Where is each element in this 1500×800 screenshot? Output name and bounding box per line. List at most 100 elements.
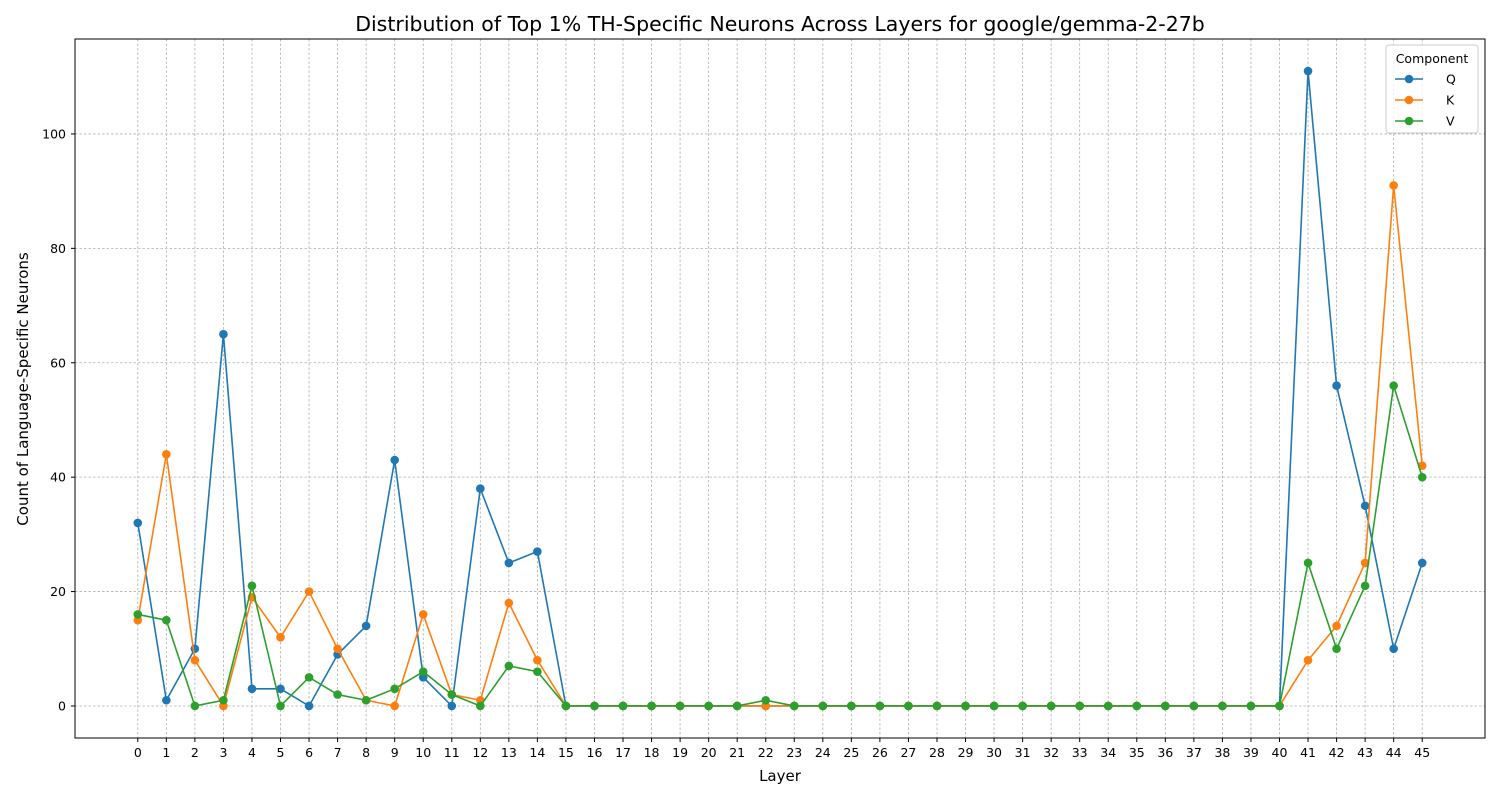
grid bbox=[75, 39, 1485, 738]
x-tick-label: 31 bbox=[1015, 745, 1031, 760]
legend-label-v: V bbox=[1446, 114, 1455, 129]
legend: Component QKV bbox=[1385, 44, 1479, 134]
data-point-q bbox=[276, 684, 285, 694]
data-point-v bbox=[504, 661, 514, 671]
legend-title: Component bbox=[1396, 51, 1469, 66]
x-tick-label: 41 bbox=[1300, 745, 1316, 760]
series-line-k bbox=[137, 184, 1424, 707]
data-point-v bbox=[1389, 381, 1398, 390]
x-tick-label: 17 bbox=[615, 745, 631, 760]
x-tick-label: 27 bbox=[900, 745, 916, 760]
data-point-v bbox=[447, 690, 457, 699]
series-line-q bbox=[137, 70, 1423, 707]
x-tick-label: 32 bbox=[1043, 745, 1059, 760]
x-tick-label: 20 bbox=[701, 745, 717, 760]
data-point-v bbox=[618, 701, 628, 711]
data-point-v bbox=[1018, 701, 1027, 711]
x-tick-label: 35 bbox=[1129, 745, 1145, 760]
data-point-q bbox=[361, 621, 371, 631]
y-tick-label: 40 bbox=[50, 470, 66, 485]
legend-label-q: Q bbox=[1446, 72, 1456, 87]
legend-items: QKV bbox=[1395, 72, 1456, 129]
data-point-k bbox=[418, 610, 428, 619]
data-point-q bbox=[133, 518, 143, 528]
data-point-k bbox=[504, 598, 514, 608]
data-point-v bbox=[761, 695, 771, 705]
x-tick-label: 7 bbox=[334, 745, 342, 760]
x-tick-label: 36 bbox=[1157, 745, 1173, 760]
x-tick-label: 10 bbox=[415, 745, 431, 760]
y-tick-label: 80 bbox=[50, 241, 66, 256]
y-axis-title: Count of Language-Specific Neurons bbox=[14, 252, 32, 526]
data-point-q bbox=[1332, 381, 1341, 390]
x-tick-label: 25 bbox=[843, 745, 859, 760]
x-tick-label: 29 bbox=[958, 745, 974, 760]
data-point-v bbox=[333, 690, 342, 699]
data-point-v bbox=[1360, 581, 1370, 591]
data-point-v bbox=[647, 701, 656, 711]
data-point-v bbox=[1161, 701, 1170, 711]
data-point-v bbox=[533, 667, 542, 676]
data-point-q bbox=[162, 695, 171, 705]
legend-marker-q bbox=[1404, 74, 1414, 84]
data-point-k bbox=[1332, 621, 1341, 631]
data-point-k bbox=[1389, 181, 1398, 190]
data-point-k bbox=[162, 449, 171, 459]
data-point-q bbox=[1360, 501, 1370, 511]
data-point-q bbox=[504, 558, 514, 568]
x-tick-label: 39 bbox=[1243, 745, 1259, 760]
data-point-v bbox=[390, 684, 399, 694]
data-point-q bbox=[447, 701, 457, 711]
data-point-v bbox=[1103, 701, 1113, 711]
data-point-k bbox=[390, 701, 399, 711]
legend-item-v: V bbox=[1395, 114, 1455, 129]
x-tick-label: 11 bbox=[444, 745, 460, 760]
data-point-v bbox=[162, 615, 171, 625]
data-point-v bbox=[1218, 701, 1227, 711]
x-tick-label: 8 bbox=[362, 745, 370, 760]
x-tick-label: 37 bbox=[1186, 745, 1202, 760]
x-tick-label: 16 bbox=[587, 745, 603, 760]
data-point-v bbox=[932, 701, 942, 711]
data-point-q bbox=[1303, 66, 1313, 76]
data-point-q bbox=[533, 547, 542, 556]
plot-frame bbox=[74, 38, 1486, 739]
y-tick-label: 0 bbox=[58, 698, 66, 713]
x-tick-label: 24 bbox=[815, 745, 831, 760]
data-point-v bbox=[304, 673, 314, 682]
data-point-k bbox=[333, 644, 342, 654]
y-tick-label: 60 bbox=[50, 355, 66, 370]
legend-item-k: K bbox=[1395, 93, 1455, 108]
data-point-q bbox=[247, 684, 257, 694]
x-tick-label: 4 bbox=[248, 745, 256, 760]
data-point-v bbox=[1046, 701, 1056, 711]
data-point-v bbox=[675, 701, 685, 711]
x-tick-label: 3 bbox=[219, 745, 227, 760]
x-axis-ticks: 0 1 2 3 4 5 6 7 8 9 10 11 12 13 14 15 16 17 18 19 20 21 22 23 24… bbox=[134, 738, 1430, 760]
data-point-v bbox=[847, 701, 856, 711]
x-tick-label: 42 bbox=[1329, 745, 1345, 760]
x-tick-label: 12 bbox=[472, 745, 488, 760]
x-tick-label: 0 bbox=[134, 745, 142, 760]
data-point-k bbox=[276, 633, 285, 642]
legend-item-q: Q bbox=[1395, 72, 1456, 87]
data-point-v bbox=[1275, 701, 1284, 711]
x-tick-label: 38 bbox=[1214, 745, 1230, 760]
series-q bbox=[133, 66, 1427, 711]
x-tick-label: 5 bbox=[277, 745, 285, 760]
x-tick-label: 33 bbox=[1072, 745, 1088, 760]
x-tick-label: 28 bbox=[929, 745, 945, 760]
legend-frame bbox=[1385, 44, 1479, 134]
x-tick-label: 15 bbox=[558, 745, 574, 760]
x-tick-label: 18 bbox=[644, 745, 660, 760]
data-point-k bbox=[533, 655, 542, 665]
data-point-v bbox=[276, 701, 285, 711]
data-point-k bbox=[190, 655, 200, 665]
x-tick-label: 14 bbox=[529, 745, 545, 760]
data-point-v bbox=[818, 701, 828, 711]
x-tick-label: 1 bbox=[162, 745, 170, 760]
data-point-v bbox=[732, 701, 742, 711]
y-axis-ticks: 0 20 40 60 80 100 bbox=[42, 126, 75, 713]
